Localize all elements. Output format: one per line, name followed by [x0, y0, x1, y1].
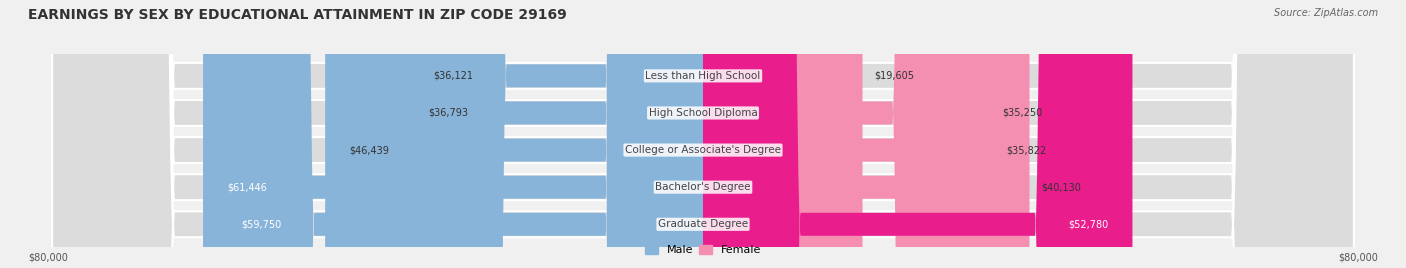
Text: $35,822: $35,822 — [1007, 145, 1047, 155]
Text: $40,130: $40,130 — [1042, 182, 1081, 192]
Text: $80,000: $80,000 — [28, 252, 67, 262]
Text: Less than High School: Less than High School — [645, 71, 761, 81]
Text: $59,750: $59,750 — [242, 219, 281, 229]
FancyBboxPatch shape — [703, 0, 990, 268]
FancyBboxPatch shape — [52, 0, 1354, 268]
FancyBboxPatch shape — [52, 0, 1354, 268]
FancyBboxPatch shape — [703, 0, 994, 268]
Text: $46,439: $46,439 — [350, 145, 389, 155]
FancyBboxPatch shape — [52, 0, 1354, 268]
FancyBboxPatch shape — [703, 0, 1029, 268]
Text: EARNINGS BY SEX BY EDUCATIONAL ATTAINMENT IN ZIP CODE 29169: EARNINGS BY SEX BY EDUCATIONAL ATTAINMEN… — [28, 8, 567, 22]
Text: $36,793: $36,793 — [427, 108, 468, 118]
Text: $36,121: $36,121 — [433, 71, 474, 81]
FancyBboxPatch shape — [404, 0, 703, 268]
Text: $35,250: $35,250 — [1002, 108, 1042, 118]
FancyBboxPatch shape — [409, 0, 703, 268]
FancyBboxPatch shape — [703, 0, 1132, 268]
FancyBboxPatch shape — [52, 0, 1354, 268]
Legend: Male, Female: Male, Female — [640, 241, 766, 260]
Text: College or Associate's Degree: College or Associate's Degree — [626, 145, 780, 155]
Text: $52,780: $52,780 — [1067, 219, 1108, 229]
Text: Bachelor's Degree: Bachelor's Degree — [655, 182, 751, 192]
FancyBboxPatch shape — [217, 0, 703, 268]
Text: Source: ZipAtlas.com: Source: ZipAtlas.com — [1274, 8, 1378, 18]
Text: $80,000: $80,000 — [1339, 252, 1378, 262]
Text: $61,446: $61,446 — [228, 182, 267, 192]
FancyBboxPatch shape — [325, 0, 703, 268]
Text: Graduate Degree: Graduate Degree — [658, 219, 748, 229]
Text: $19,605: $19,605 — [875, 71, 915, 81]
FancyBboxPatch shape — [703, 0, 862, 268]
FancyBboxPatch shape — [202, 0, 703, 268]
FancyBboxPatch shape — [52, 0, 1354, 268]
Text: High School Diploma: High School Diploma — [648, 108, 758, 118]
